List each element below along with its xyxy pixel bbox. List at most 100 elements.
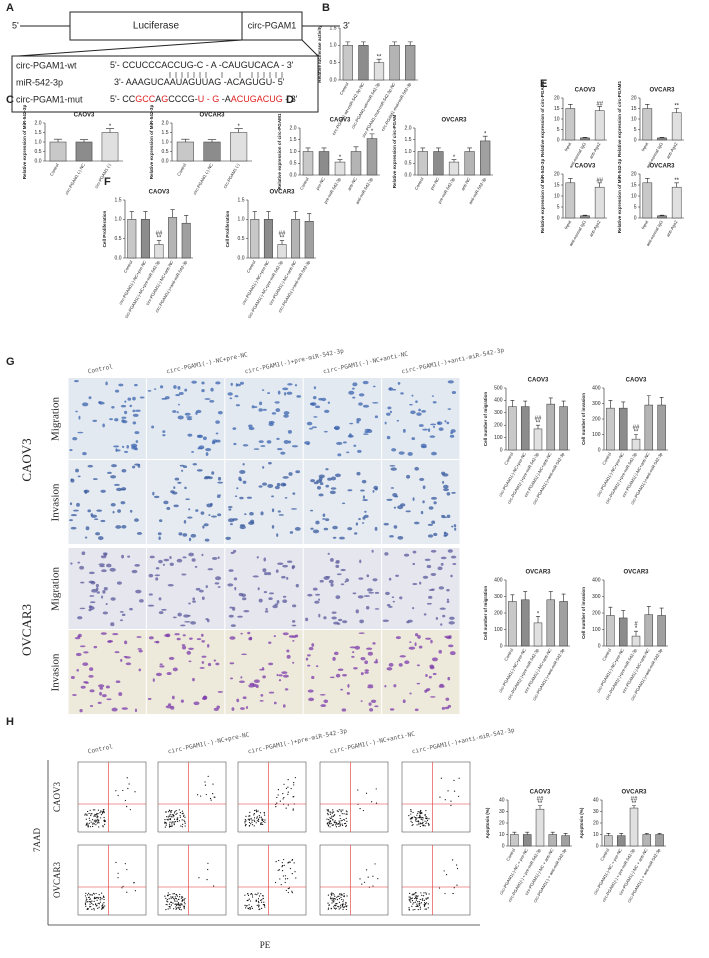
cell xyxy=(101,694,107,698)
cell xyxy=(242,480,247,484)
y-tick-label: 0.5 xyxy=(238,236,245,242)
error-bar xyxy=(674,108,679,113)
event xyxy=(167,895,169,897)
bar xyxy=(263,219,273,259)
event xyxy=(333,899,335,901)
event xyxy=(412,893,414,895)
event xyxy=(423,892,425,894)
event xyxy=(425,817,427,820)
event xyxy=(339,907,341,909)
y-tick-label: 0.0 xyxy=(35,158,42,164)
event xyxy=(453,790,456,792)
cell xyxy=(275,408,281,413)
event xyxy=(259,812,262,814)
three-prime: 3' xyxy=(343,20,350,30)
event xyxy=(410,901,412,903)
event xyxy=(277,794,279,796)
y-tick-label: 10 xyxy=(631,193,637,199)
event xyxy=(408,815,410,817)
event xyxy=(84,813,86,815)
cell xyxy=(110,475,117,479)
cell xyxy=(450,429,456,433)
y-tick-label: 40 xyxy=(499,797,505,803)
x-tick-label: pre-miR-542-3p xyxy=(323,176,342,204)
cell xyxy=(192,677,195,682)
cell xyxy=(158,597,162,601)
event xyxy=(411,900,414,902)
event xyxy=(84,895,87,897)
event xyxy=(102,825,104,827)
cell xyxy=(277,390,281,395)
event xyxy=(339,893,341,895)
cell xyxy=(392,600,396,603)
cell xyxy=(168,656,175,660)
cell xyxy=(346,692,350,695)
error-bar xyxy=(360,41,366,46)
cell xyxy=(217,410,223,415)
cell xyxy=(121,524,127,529)
event xyxy=(166,898,169,901)
cell xyxy=(239,381,244,385)
event xyxy=(414,892,417,894)
cell xyxy=(430,549,437,553)
event xyxy=(332,892,334,895)
event xyxy=(281,869,284,872)
cell xyxy=(195,509,199,512)
event xyxy=(248,904,250,906)
cell xyxy=(371,549,374,553)
event xyxy=(260,893,262,895)
event xyxy=(333,906,335,908)
cell xyxy=(430,588,435,591)
event xyxy=(332,824,334,826)
cell xyxy=(284,688,289,691)
cell xyxy=(138,649,143,653)
error-bar xyxy=(563,833,568,836)
event xyxy=(332,819,334,821)
event xyxy=(96,904,98,907)
cell xyxy=(158,611,164,615)
event xyxy=(178,907,180,909)
y-tick-label: 0 xyxy=(596,843,599,849)
event xyxy=(87,824,89,826)
event xyxy=(164,821,166,824)
event xyxy=(289,867,291,870)
cell xyxy=(114,651,120,654)
event xyxy=(103,809,105,811)
cell xyxy=(442,473,449,477)
cell xyxy=(437,566,443,571)
cell xyxy=(181,645,187,650)
cell xyxy=(323,430,328,433)
cell xyxy=(330,476,337,481)
event xyxy=(204,784,207,786)
event xyxy=(173,822,175,824)
cell xyxy=(280,451,286,455)
y-axis-label: Relative expression of MiR-542-3p xyxy=(617,159,622,234)
y-tick-label: 1.5 xyxy=(290,137,297,143)
cell xyxy=(205,585,208,589)
cell xyxy=(193,701,200,706)
sequence: 5'- CCGCCAGCCCG-U - G -AACUGACUG - 3' xyxy=(110,94,298,104)
significance: * xyxy=(109,124,112,130)
event xyxy=(246,899,248,902)
cell xyxy=(177,403,180,406)
cell xyxy=(278,514,284,516)
event xyxy=(262,819,264,821)
cell xyxy=(262,675,266,679)
cell xyxy=(121,554,125,559)
event xyxy=(335,822,337,824)
y-tick-label: 300 xyxy=(592,401,601,407)
event xyxy=(293,784,295,786)
cell xyxy=(177,415,184,420)
event xyxy=(174,900,176,902)
cell xyxy=(294,384,298,387)
cell xyxy=(187,433,193,437)
cell xyxy=(353,667,358,670)
cell xyxy=(207,568,214,571)
x-tick-label: Input xyxy=(640,141,649,152)
event xyxy=(196,794,199,796)
cell xyxy=(237,615,243,618)
cell xyxy=(152,491,155,496)
event xyxy=(345,902,347,904)
event xyxy=(100,814,103,816)
event xyxy=(330,897,332,900)
